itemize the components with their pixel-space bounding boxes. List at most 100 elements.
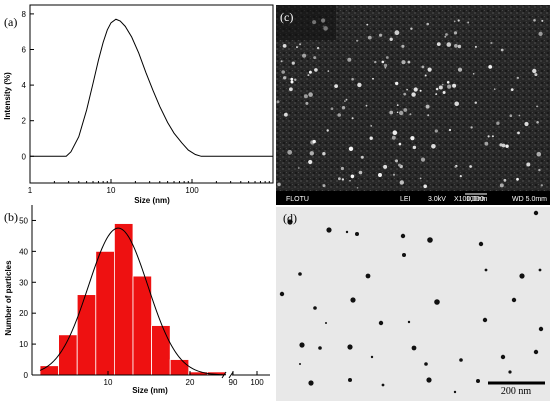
panel-a-x-label: Size (nm) xyxy=(134,196,170,205)
b-x-tick-label: 10 xyxy=(104,378,113,387)
sem-particle xyxy=(413,87,418,92)
sem-particle xyxy=(399,110,404,116)
sem-particle xyxy=(435,87,439,91)
panel-a-intensity-curve xyxy=(30,18,273,157)
sem-particle xyxy=(290,80,294,84)
tem-particle xyxy=(426,377,432,383)
histogram-bar xyxy=(169,359,190,376)
sem-particle xyxy=(294,78,297,82)
sem-particle xyxy=(379,33,383,37)
sem-particle xyxy=(426,22,430,26)
tem-particle xyxy=(287,219,293,225)
sem-particle xyxy=(410,136,415,141)
sem-particle xyxy=(305,101,309,105)
sem-particle xyxy=(452,83,457,88)
sem-particle xyxy=(366,23,369,26)
sem-particle xyxy=(401,60,406,65)
tem-particle xyxy=(407,320,411,324)
sem-particle xyxy=(383,63,388,68)
tem-particle xyxy=(326,227,332,233)
sem-particle xyxy=(510,88,514,91)
sem-particle xyxy=(410,27,413,30)
b-x-tick-label: 20 xyxy=(186,378,195,387)
tem-particle xyxy=(533,349,539,355)
sem-particle xyxy=(341,178,345,181)
sem-particle xyxy=(474,45,477,48)
sem-particle xyxy=(457,19,460,22)
tem-particle xyxy=(482,317,488,323)
sem-particle xyxy=(348,146,354,151)
sem-particle xyxy=(421,65,425,69)
tem-particle xyxy=(411,345,417,351)
tem-particle xyxy=(299,342,305,348)
sem-particle xyxy=(367,35,372,40)
sem-particle xyxy=(420,157,426,162)
histogram-bar xyxy=(39,365,60,376)
panel-b-label: (b) xyxy=(4,210,18,224)
sem-particle xyxy=(394,30,400,36)
sem-particle xyxy=(538,168,541,172)
sem-particle xyxy=(398,142,402,146)
panel-c-sem-image: (c) FLOTU LEI 3.0kV X100,000 100nm WD 5.… xyxy=(276,5,550,205)
sem-particle xyxy=(395,159,398,163)
a-y-tick-label: 2 xyxy=(22,117,27,126)
sem-particle xyxy=(441,83,444,86)
b-x-tick-label: 100 xyxy=(250,378,264,387)
tem-particle xyxy=(318,346,322,350)
sem-particle xyxy=(453,31,458,35)
sem-particle xyxy=(501,143,506,148)
axis-break-mark xyxy=(228,371,234,379)
sem-particle xyxy=(516,177,519,181)
sem-particle xyxy=(351,117,354,120)
tem-particle xyxy=(279,291,285,297)
sem-particles xyxy=(276,5,544,189)
sem-particle xyxy=(276,100,280,104)
panel-b-y-label: Number of particles xyxy=(4,260,13,336)
sem-particle xyxy=(412,145,417,150)
sem-particle xyxy=(396,104,399,106)
sem-particle xyxy=(381,60,385,64)
sem-particle xyxy=(423,184,428,189)
sem-particle xyxy=(308,159,313,165)
sem-particle xyxy=(474,101,477,104)
sem-particle xyxy=(378,173,382,177)
tem-micrograph xyxy=(276,207,550,401)
sem-particle xyxy=(532,68,537,74)
a-x-tick-label: 100 xyxy=(185,186,199,195)
panel-b: (b) 0 10 20 30 40 50 10 20 90 100 Size (nm) Numb… xyxy=(4,205,270,395)
sem-particle xyxy=(313,56,317,60)
tem-particle xyxy=(298,272,302,276)
sem-info-voltage: 3.0kV xyxy=(428,196,446,203)
tem-particle xyxy=(459,358,463,362)
sem-info-bar xyxy=(276,191,550,205)
sem-info-scale: 100nm xyxy=(466,196,488,203)
sem-particle xyxy=(302,53,307,58)
sem-particle xyxy=(284,112,288,117)
histogram-bar xyxy=(95,250,115,376)
tem-particle xyxy=(350,297,356,303)
histogram-bar xyxy=(132,275,153,376)
tem-particle xyxy=(538,268,542,272)
sem-particle xyxy=(488,65,493,69)
panel-a-frame xyxy=(29,4,274,184)
sem-particle xyxy=(289,87,293,92)
sem-particle xyxy=(516,76,519,80)
sem-particle xyxy=(340,166,344,171)
sem-particle xyxy=(372,77,374,80)
sem-particle xyxy=(454,165,457,168)
tem-particle xyxy=(400,233,406,239)
panel-a: (a) 0 2 4 6 8 1 10 100 Size (nm) Intensity (%) xyxy=(3,4,274,205)
sem-particle xyxy=(374,60,377,64)
sem-particle xyxy=(541,19,544,22)
sem-particle xyxy=(499,183,504,188)
sem-particle xyxy=(356,187,359,189)
sem-particle xyxy=(303,94,308,99)
sem-particle xyxy=(505,144,509,148)
histogram-bar xyxy=(114,223,134,376)
sem-info-mode: LEI xyxy=(400,196,411,203)
tem-particle xyxy=(484,268,488,272)
sem-info-brand: FLOTU xyxy=(286,196,309,203)
sem-particle xyxy=(457,67,463,72)
b-y-tick-label: 10 xyxy=(19,340,28,349)
